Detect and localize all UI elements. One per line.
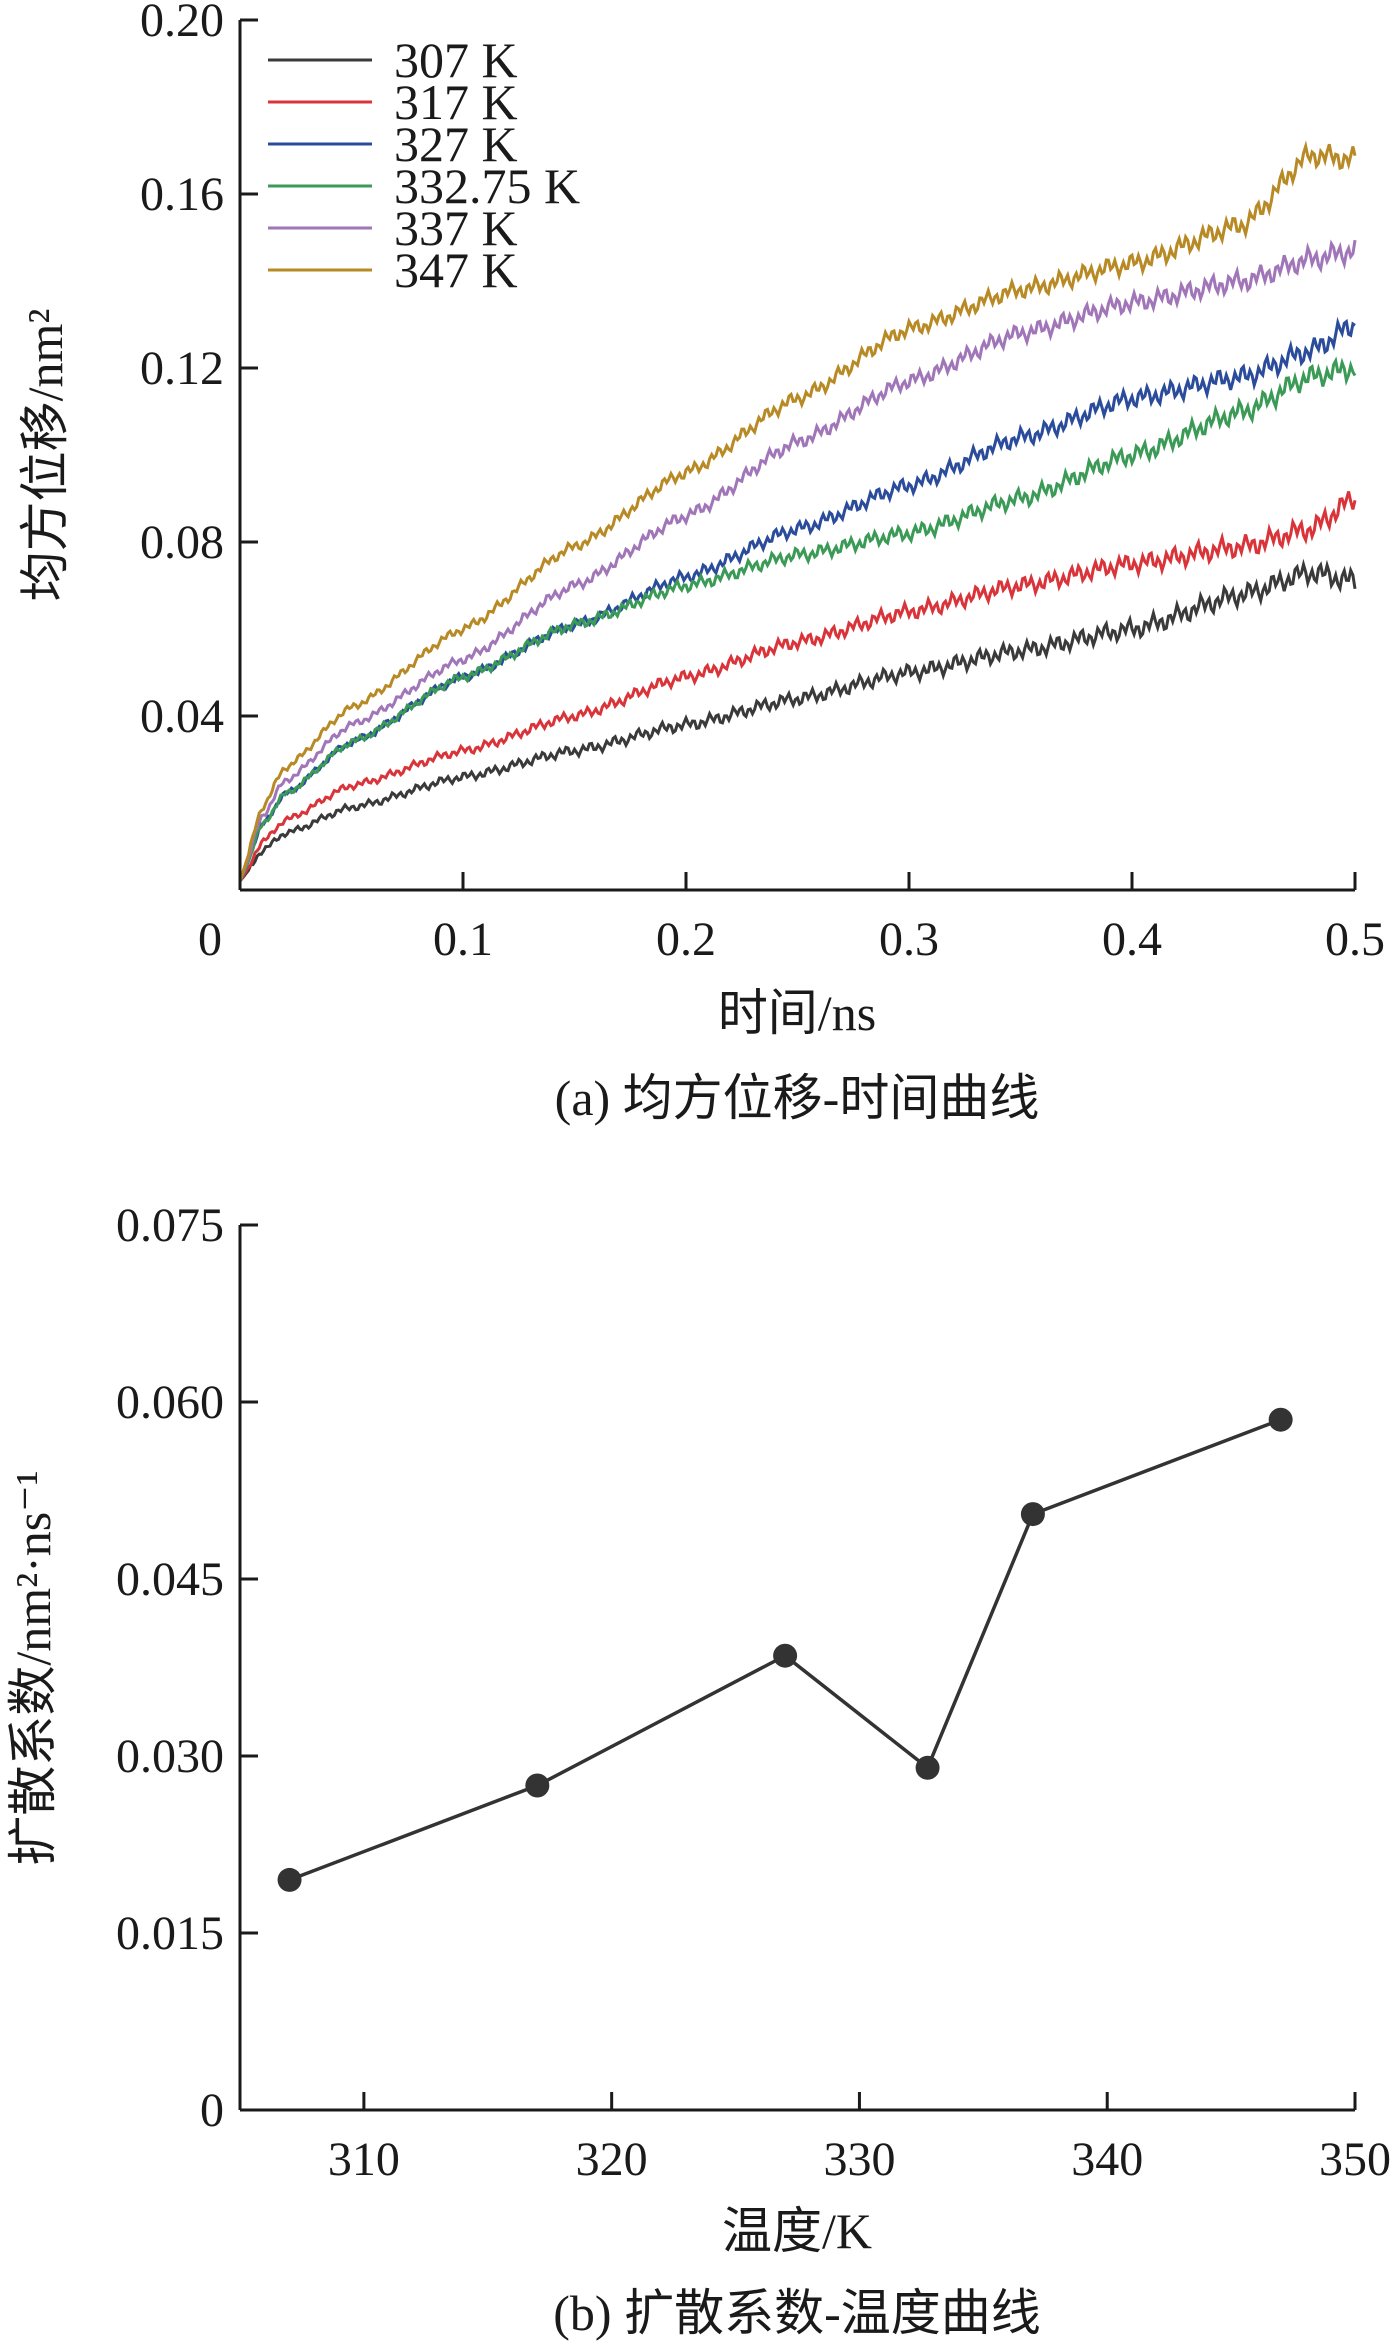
chart-a-legend-label: 332.75 K <box>394 158 580 214</box>
chart-b-axes <box>238 1225 1355 2112</box>
chart-b-data-point <box>1268 1407 1293 1432</box>
chart-a-series-line <box>238 316 1356 882</box>
chart-b-x-tick-label: 340 <box>1071 2133 1143 2186</box>
chart-b-x-tick-label: 320 <box>576 2133 648 2186</box>
chart-b-y-tick-label: 0.075 <box>116 1199 224 1252</box>
chart-a-legend-label: 327 K <box>394 116 518 172</box>
chart-a-y-tick-label: 0.12 <box>140 342 224 395</box>
chart-a-x-axis-label: 时间/ns <box>718 985 876 1041</box>
chart-b-x-tick-label: 330 <box>823 2133 895 2186</box>
chart-b-series <box>277 1407 1293 1892</box>
chart-a: 0.1 0.2 0.3 0.4 0.5 0.04 0.08 0.12 0.16 0.20 307 … <box>17 0 1385 1126</box>
chart-b-data-point <box>1020 1502 1045 1527</box>
chart-b-x-tick-label: 350 <box>1319 2133 1391 2186</box>
chart-b-data-point <box>277 1867 302 1892</box>
chart-a-y-axis-label: 均方位移/nm² <box>17 309 73 602</box>
chart-a-caption: (a) 均方位移-时间曲线 <box>555 1070 1040 1126</box>
chart-b-caption: (b) 扩散系数-温度曲线 <box>553 2285 1040 2341</box>
chart-a-series-line <box>238 140 1357 882</box>
chart-a-x-tick-label: 0.5 <box>1325 913 1385 966</box>
chart-b-y-tick-label: 0 <box>200 2084 224 2137</box>
chart-a-x-tick-label: 0.2 <box>656 913 716 966</box>
chart-a-series <box>238 140 1357 883</box>
chart-b-x-axis-label: 温度/K <box>722 2203 872 2259</box>
chart-b: 310 320 330 340 350 0 0.015 0.030 0.045 0.060 0.07… <box>5 1199 1391 2341</box>
chart-a-y-tick-label: 0.16 <box>140 168 224 221</box>
chart-b-data-point <box>915 1755 940 1780</box>
chart-b-series-line <box>288 1418 1282 1882</box>
chart-a-series-line <box>238 558 1357 883</box>
chart-a-series-line <box>238 491 1357 883</box>
chart-a-legend-label: 317 K <box>394 74 518 130</box>
chart-a-axes <box>238 20 1355 892</box>
chart-b-y-tick-label: 0.060 <box>116 1376 224 1429</box>
chart-a-legend-label: 337 K <box>394 200 518 256</box>
chart-a-y-tick-label: 0.08 <box>140 516 224 569</box>
chart-b-y-tick-label: 0.015 <box>116 1907 224 1960</box>
chart-a-x-tick-label: 0.4 <box>1102 913 1162 966</box>
chart-a-y-tick-label: 0.20 <box>140 0 224 47</box>
chart-a-y-tick-label: 0.04 <box>140 690 224 743</box>
chart-a-series-line <box>238 356 1357 882</box>
chart-a-x-tick-label: 0.1 <box>433 913 493 966</box>
chart-a-x-tick-label: 0.3 <box>879 913 939 966</box>
chart-a-legend-label: 307 K <box>394 32 518 88</box>
chart-b-data-point <box>773 1643 798 1668</box>
chart-b-ticks: 310 320 330 340 350 0 0.015 0.030 0.045 0.060 0.07… <box>116 1199 1391 2186</box>
chart-a-series-line <box>238 239 1357 882</box>
chart-a-ticks: 0.1 0.2 0.3 0.4 0.5 0.04 0.08 0.12 0.16 0.20 <box>140 0 1385 966</box>
chart-a-x-origin-label: 0 <box>198 913 222 966</box>
chart-b-data-point <box>525 1773 550 1798</box>
chart-b-y-axis-label: 扩散系数/nm²·ns⁻¹ <box>5 1470 61 1865</box>
chart-b-x-tick-label: 310 <box>328 2133 400 2186</box>
chart-b-y-tick-label: 0.030 <box>116 1730 224 1783</box>
chart-a-legend-label: 347 K <box>394 242 518 298</box>
chart-b-y-tick-label: 0.045 <box>116 1553 224 1606</box>
